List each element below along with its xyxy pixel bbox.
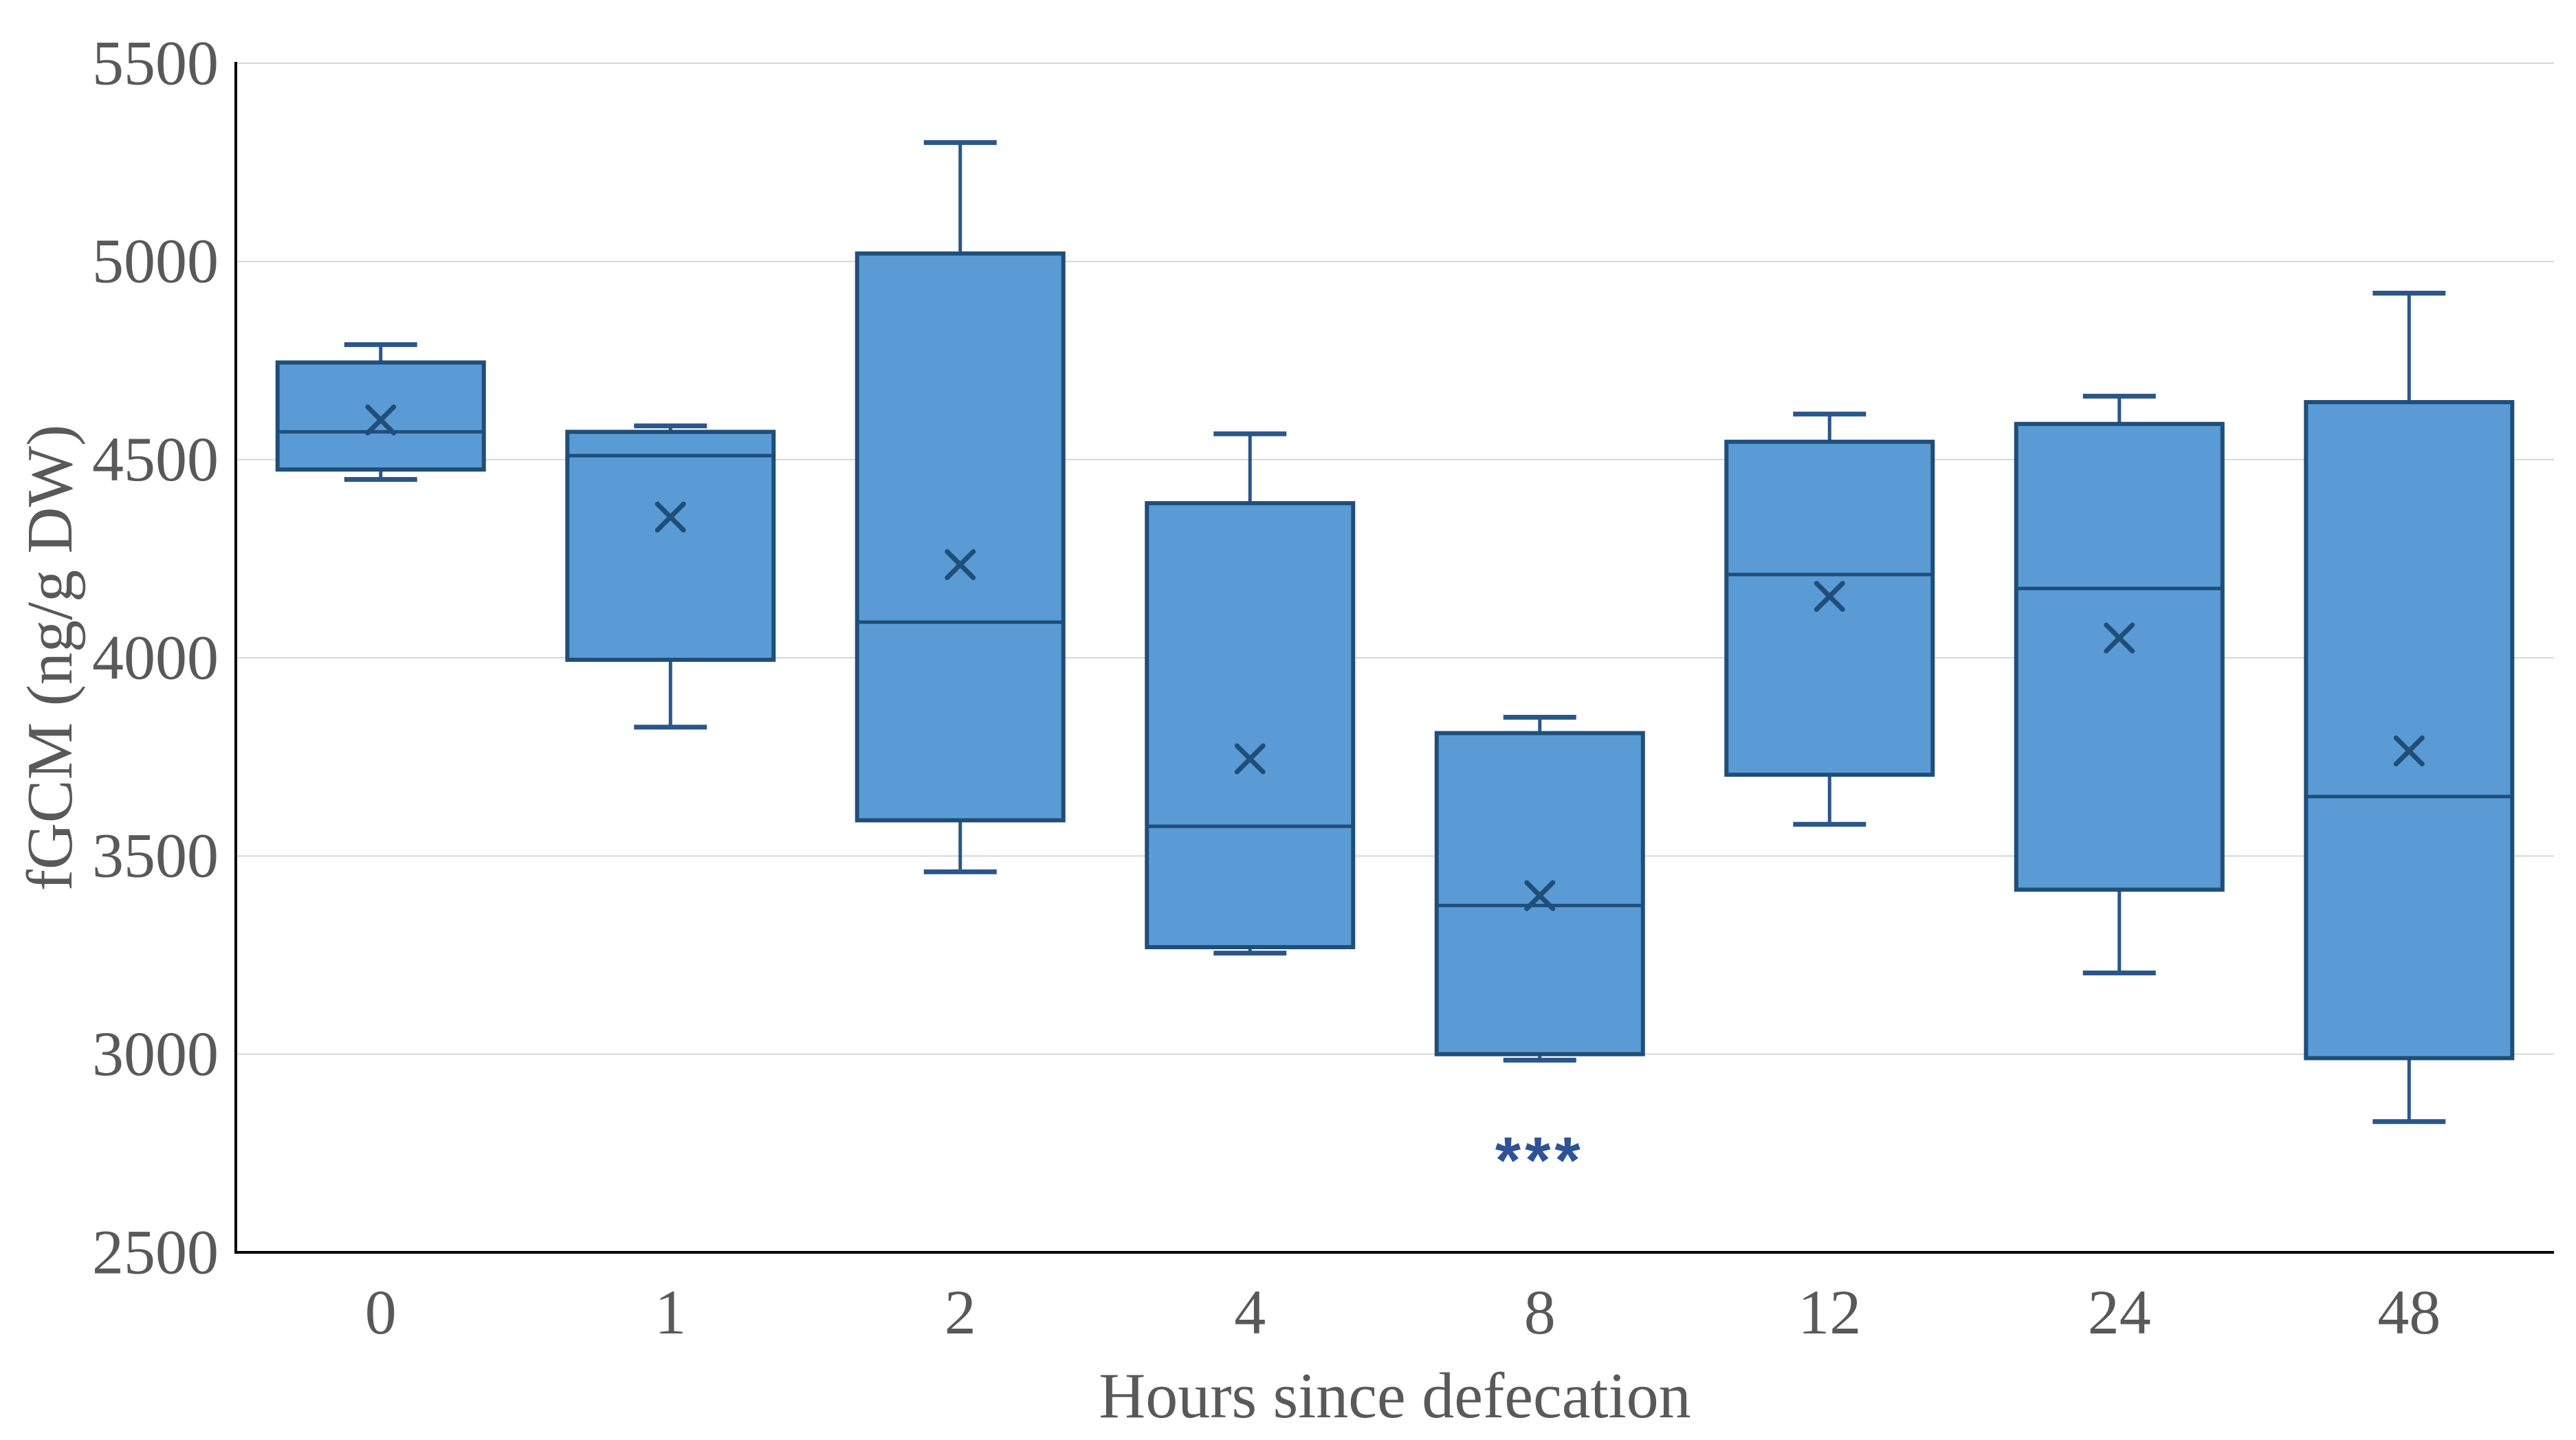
y-tick-label: 4000 — [92, 622, 219, 692]
x-axis-title: Hours since defecation — [1099, 1360, 1691, 1432]
iqr-box — [855, 251, 1066, 823]
y-tick-label: 3500 — [92, 821, 219, 891]
x-tick-label-hour-1: 1 — [654, 1277, 686, 1347]
box-plot-hour-4 — [1145, 431, 1356, 956]
x-tick-label-hour-48: 48 — [2377, 1277, 2441, 1347]
y-tick-label: 3000 — [92, 1019, 219, 1089]
x-tick-label-hour-4: 4 — [1234, 1277, 1266, 1347]
mean-x-marker — [2393, 735, 2425, 767]
mean-x-marker — [1524, 880, 1556, 911]
y-tick-label: 2500 — [92, 1217, 219, 1287]
box-plot-hour-48 — [2304, 290, 2515, 1125]
box-series — [275, 140, 2515, 1125]
y-tick-label: 4500 — [92, 424, 219, 494]
iqr-box — [565, 430, 776, 662]
box-plot-hour-24 — [2014, 393, 2225, 975]
mean-x-marker — [1814, 581, 1845, 612]
box-plot-hour-0 — [275, 342, 486, 482]
box-plot-hour-2 — [855, 140, 1066, 874]
iqr-box — [1145, 501, 1356, 949]
mean-x-marker — [365, 404, 397, 436]
axes — [234, 62, 2554, 1254]
iqr-box — [2304, 400, 2515, 1061]
x-tick-labels: 0 1 2 4 8 12 24 48 — [365, 1277, 2441, 1347]
x-tick-label-hour-24: 24 — [2088, 1277, 2151, 1347]
iqr-box — [2014, 421, 2225, 892]
x-tick-label-hour-12: 12 — [1798, 1277, 1861, 1347]
y-axis-title: fGCM (ng/g DW) — [14, 425, 86, 891]
box-plot-hour-1 — [565, 423, 776, 730]
iqr-box — [1724, 439, 1935, 777]
iqr-box — [275, 360, 486, 472]
x-tick-label-hour-0: 0 — [365, 1277, 397, 1347]
mean-x-marker — [654, 501, 686, 533]
mean-x-marker — [945, 549, 976, 580]
box-plot-hour-8 — [1434, 715, 1645, 1063]
x-tick-label-hour-2: 2 — [945, 1277, 976, 1347]
y-tick-label: 5500 — [92, 27, 219, 98]
x-tick-label-hour-8: 8 — [1524, 1277, 1556, 1347]
box-plot-hour-12 — [1724, 411, 1935, 827]
significance-stars: *** — [1495, 1124, 1585, 1197]
annotations: *** — [1495, 1124, 1585, 1197]
y-tick-labels: 2500 3000 3500 4000 4500 5000 5500 — [92, 27, 219, 1287]
mean-x-marker — [1234, 743, 1266, 775]
y-tick-label: 5000 — [92, 226, 219, 296]
mean-x-marker — [2104, 622, 2135, 654]
